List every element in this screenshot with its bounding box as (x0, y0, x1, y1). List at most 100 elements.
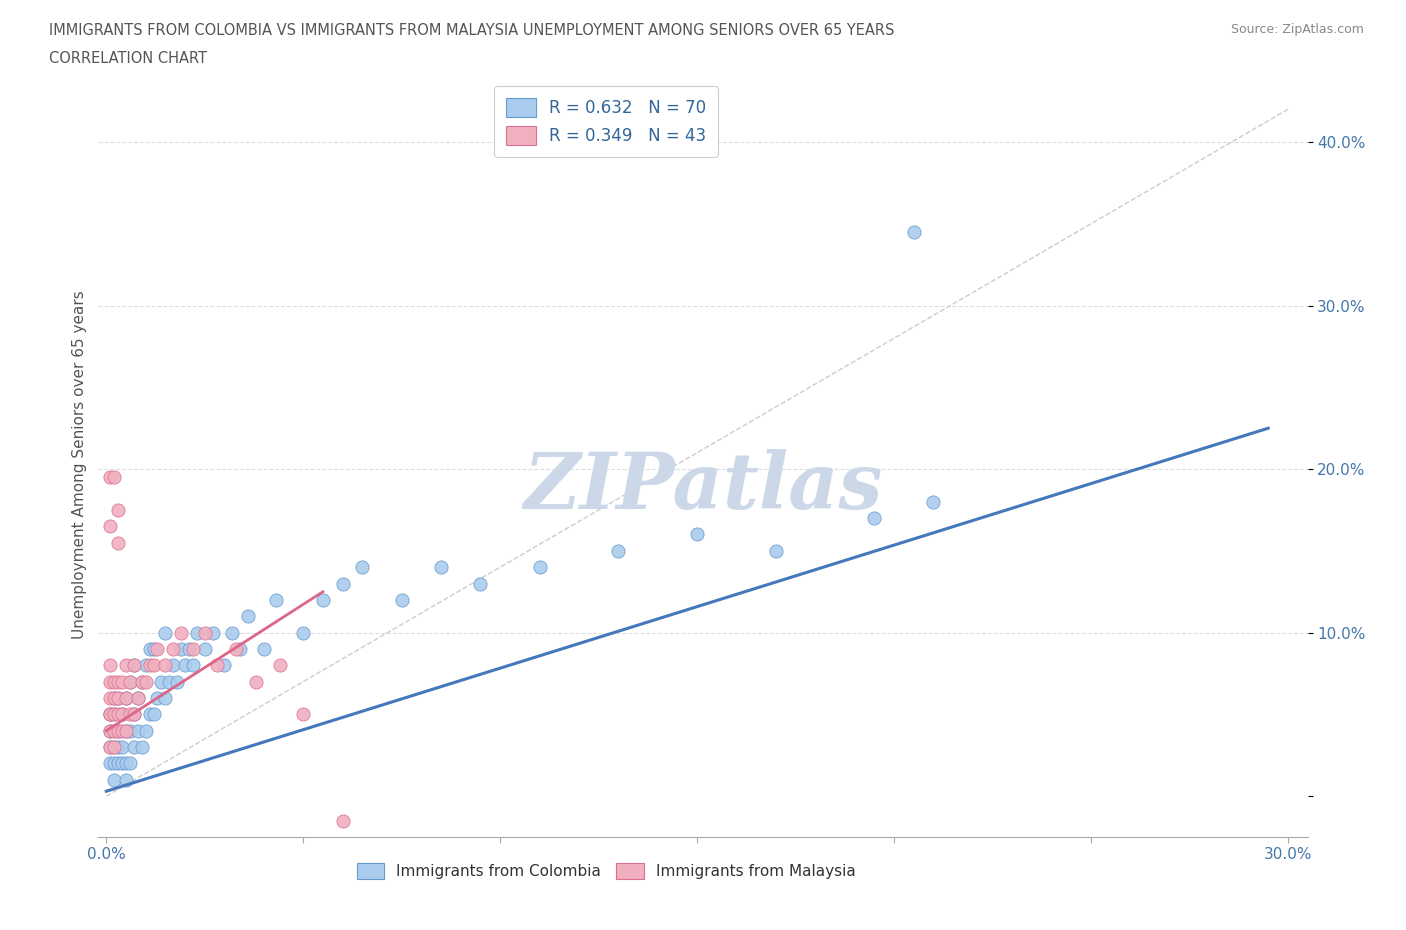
Point (107, 724, 129, 738)
Point (122, 707, 145, 722)
Point (146, 642, 169, 657)
Point (194, 625, 217, 640)
Point (201, 625, 224, 640)
Point (98, 724, 121, 738)
Point (98, 739, 121, 754)
Point (236, 609, 259, 624)
Point (98, 756, 121, 771)
Point (103, 707, 125, 722)
Point (115, 724, 138, 738)
Point (177, 642, 200, 657)
Point (292, 625, 315, 640)
Point (118, 724, 141, 738)
Point (122, 707, 145, 722)
Text: Source: ZipAtlas.com: Source: ZipAtlas.com (1230, 23, 1364, 36)
Point (162, 658, 184, 672)
Point (332, 576, 354, 591)
Point (107, 536, 129, 551)
Point (115, 691, 138, 706)
Point (170, 625, 193, 640)
Text: CORRELATION CHART: CORRELATION CHART (49, 51, 207, 66)
Point (181, 658, 204, 672)
Point (138, 658, 160, 672)
Point (122, 739, 145, 754)
Point (118, 707, 141, 722)
Point (529, 560, 551, 575)
Point (155, 625, 177, 640)
Point (98, 707, 121, 722)
Point (103, 674, 125, 689)
Text: IMMIGRANTS FROM COLOMBIA VS IMMIGRANTS FROM MALAYSIA UNEMPLOYMENT AMONG SENIORS : IMMIGRANTS FROM COLOMBIA VS IMMIGRANTS F… (49, 23, 894, 38)
Y-axis label: Unemployment Among Seniors over 65 years: Unemployment Among Seniors over 65 years (72, 291, 87, 640)
Point (863, 511, 886, 525)
Point (391, 592, 413, 607)
Point (103, 707, 125, 722)
Point (155, 691, 177, 706)
Point (127, 691, 149, 706)
Point (135, 674, 157, 689)
Point (245, 674, 267, 689)
Point (225, 642, 247, 657)
Point (111, 707, 134, 722)
Point (686, 527, 709, 542)
Point (107, 739, 129, 754)
Point (107, 691, 129, 706)
Point (107, 756, 129, 771)
Point (103, 772, 125, 787)
Point (205, 658, 228, 672)
Point (98, 739, 121, 754)
Point (135, 658, 157, 672)
Point (111, 674, 134, 689)
Point (98, 691, 121, 706)
Point (142, 658, 165, 672)
Point (127, 724, 149, 738)
Point (229, 642, 252, 657)
Point (107, 691, 129, 706)
Legend: Immigrants from Colombia, Immigrants from Malaysia: Immigrants from Colombia, Immigrants fro… (350, 857, 862, 885)
Point (131, 739, 153, 754)
Point (98, 724, 121, 738)
Text: ZIPatlas: ZIPatlas (523, 449, 883, 525)
Point (186, 625, 208, 640)
Point (103, 470, 125, 485)
Point (118, 674, 141, 689)
Point (118, 756, 141, 771)
Point (107, 674, 129, 689)
Point (111, 739, 134, 754)
Point (103, 691, 125, 706)
Point (115, 756, 138, 771)
Point (131, 674, 153, 689)
Point (312, 592, 335, 607)
Point (98, 470, 121, 485)
Point (332, 813, 354, 828)
Point (170, 642, 193, 657)
Point (122, 658, 145, 672)
Point (115, 724, 138, 738)
Point (115, 658, 138, 672)
Point (903, 224, 925, 239)
Point (135, 724, 157, 738)
Point (765, 543, 787, 558)
Point (214, 658, 236, 672)
Point (107, 707, 129, 722)
Point (166, 674, 188, 689)
Point (98, 707, 121, 722)
Point (103, 739, 125, 754)
Point (142, 642, 165, 657)
Point (107, 724, 129, 738)
Point (922, 495, 945, 510)
Point (142, 707, 165, 722)
Point (146, 691, 169, 706)
Point (111, 756, 134, 771)
Point (127, 691, 149, 706)
Point (150, 674, 173, 689)
Point (269, 658, 291, 672)
Point (103, 756, 125, 771)
Point (98, 658, 121, 672)
Point (157, 674, 180, 689)
Point (174, 658, 197, 672)
Point (138, 707, 160, 722)
Point (162, 642, 184, 657)
Point (181, 642, 204, 657)
Point (470, 576, 492, 591)
